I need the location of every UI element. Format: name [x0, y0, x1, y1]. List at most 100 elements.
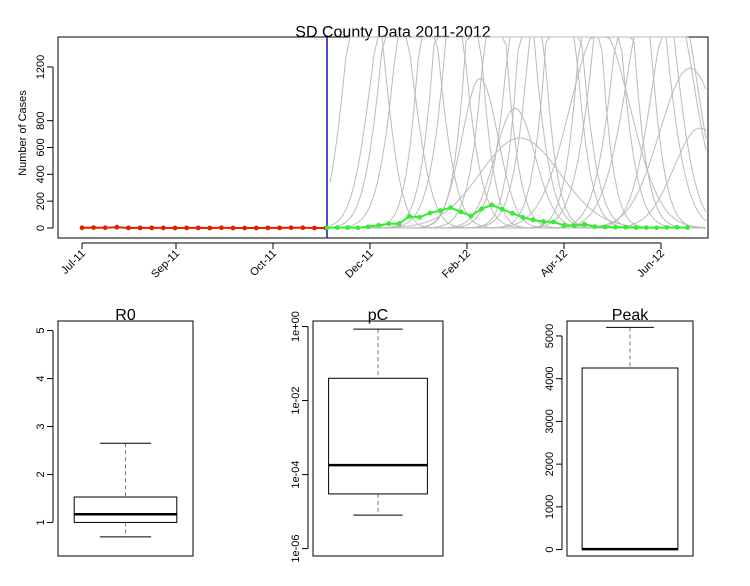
forecast-point [623, 224, 629, 230]
boxplot-y-tick-label: 1e-02 [290, 386, 302, 414]
main-x-tick-label: Oct-11 [248, 248, 279, 279]
boxplot-y-tick-label: 0 [544, 547, 556, 553]
boxplot-y-tick-label: 5 [35, 328, 47, 334]
observed-series-line [81, 226, 327, 230]
forecast-point [396, 221, 402, 226]
boxplot-y-tick-label: 1e-06 [290, 535, 302, 563]
observed-point [195, 225, 201, 231]
main-x-tick-label: Sep-11 [149, 248, 182, 281]
forecast-point [633, 225, 639, 230]
observed-point [242, 225, 248, 231]
observed-point [91, 225, 97, 230]
main-y-tick-label: 800 [35, 111, 47, 129]
forecast-point [540, 219, 546, 224]
forecast-point [582, 221, 587, 227]
boxplot-title: pC [368, 307, 388, 324]
boxplot-y-tick-label: 3 [35, 423, 47, 429]
main-y-tick-label: 600 [35, 138, 47, 156]
observed-point [79, 225, 85, 231]
forecast-point [427, 210, 433, 216]
main-y-tick-label: 1200 [35, 55, 47, 79]
forecast-point [685, 225, 690, 230]
forecast-point [571, 223, 577, 228]
forecast-point [376, 222, 381, 228]
forecast-point [448, 205, 453, 211]
main-x-tick-label: Jun-12 [635, 248, 667, 280]
observed-point [172, 225, 178, 231]
forecast-point [592, 224, 598, 230]
forecast-point [437, 208, 443, 213]
boxplot-frame [57, 320, 194, 557]
observed-point [230, 225, 236, 231]
forecast-point [345, 225, 350, 230]
observed-point [265, 225, 271, 231]
boxplot-box [328, 377, 428, 495]
observed-point [149, 225, 155, 231]
forecast-point [520, 214, 526, 220]
main-y-tick-label: 0 [35, 225, 47, 231]
forecast-point [510, 210, 515, 216]
forecast-point [602, 224, 608, 230]
forecast-point [479, 206, 484, 212]
main-x-tick-label: Apr-12 [538, 248, 570, 280]
forecast-point [417, 214, 423, 220]
forecast-point [674, 224, 680, 230]
ensemble-trajectory [330, 107, 706, 229]
forecast-point [499, 206, 505, 212]
observed-point [219, 225, 224, 231]
main-y-tick-label: 200 [35, 192, 47, 210]
observed-point [253, 225, 259, 231]
observed-point [300, 225, 306, 231]
boxplot-y-tick-label: 1 [35, 519, 47, 525]
boxplot-y-tick-label: 5000 [544, 324, 556, 348]
forecast-point [530, 217, 536, 223]
boxplot-frame [312, 320, 444, 557]
forecast-point [468, 213, 474, 219]
main-x-tick-label: Feb-12 [440, 248, 473, 281]
observed-point [288, 225, 294, 231]
main-plot-frame [57, 36, 709, 239]
forecast-point [365, 224, 371, 230]
boxplot-title: R0 [115, 307, 136, 324]
observed-point [207, 225, 213, 231]
forecast-point [355, 225, 361, 231]
observed-point [184, 225, 189, 231]
boxplot-y-tick-label: 2 [35, 471, 47, 477]
forecast-point [334, 225, 340, 230]
forecast-point [407, 214, 412, 219]
boxplot-y-tick-label: 2000 [544, 452, 556, 476]
forecast-point [654, 225, 659, 231]
main-x-tick-label: Dec-11 [343, 248, 376, 281]
boxplot-y-tick-label: 4 [35, 375, 47, 381]
boxplot-frame [566, 320, 694, 557]
forecast-point [489, 202, 495, 208]
observed-point [277, 225, 282, 231]
boxplot-y-tick-label: 1e+00 [290, 311, 302, 342]
boxplot-title: Peak [612, 307, 649, 324]
main-y-tick-label: 400 [35, 165, 47, 183]
forecast-point [613, 224, 618, 230]
forecast-point [664, 225, 670, 230]
boxplot-box [581, 367, 679, 551]
main-y-axis-label: Number of Cases [17, 90, 29, 176]
forecast-point [551, 219, 556, 225]
observed-point [102, 225, 108, 231]
boxplot-box [73, 496, 178, 523]
forecast-point [643, 225, 649, 230]
observed-point [126, 225, 131, 231]
forecast-point [458, 209, 464, 215]
main-chart-title: SD County Data 2011-2012 [295, 24, 490, 41]
forecast-point [386, 221, 392, 227]
boxplot-y-tick-label: 4000 [544, 366, 556, 390]
ensemble-trajectory [330, 78, 706, 229]
forecast-point [561, 222, 567, 228]
observed-point [114, 224, 120, 230]
observed-point [312, 225, 317, 231]
ensemble-trajectory [329, 36, 706, 229]
boxplot-y-tick-label: 1000 [544, 495, 556, 519]
observed-point [160, 225, 166, 231]
main-x-tick-label: Jul-11 [59, 248, 88, 277]
observed-point [137, 225, 143, 231]
forecast-point [324, 225, 330, 231]
